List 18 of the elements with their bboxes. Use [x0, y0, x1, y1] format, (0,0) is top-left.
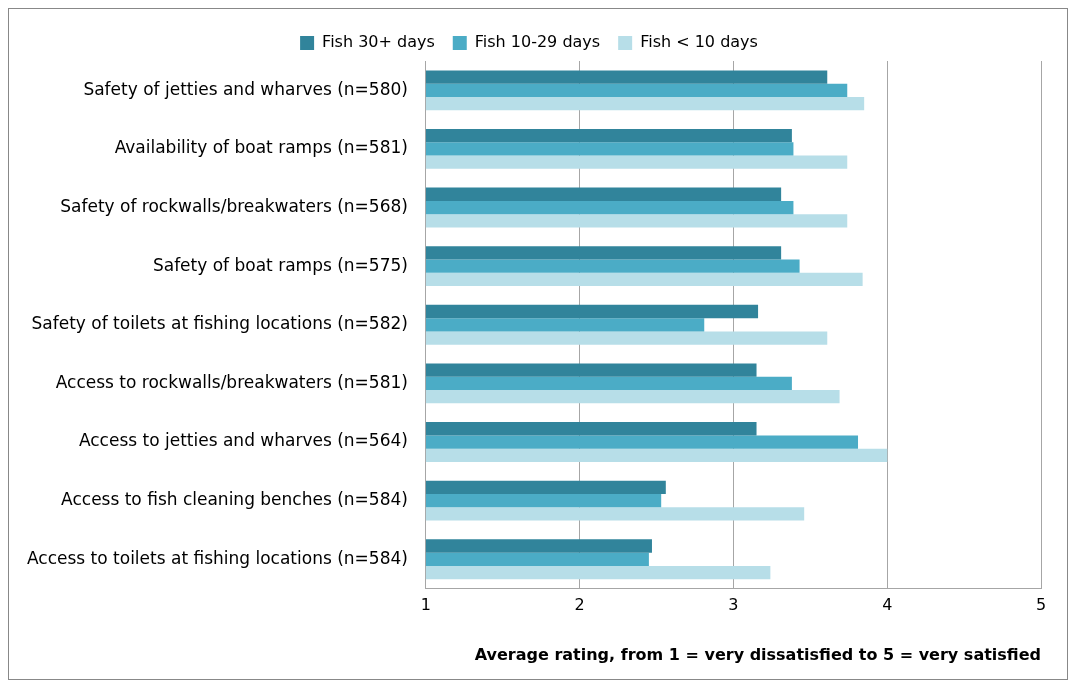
legend-label: Fish 10-29 days: [474, 32, 601, 52]
y-tick-label: Safety of boat ramps (n=575): [152, 254, 408, 275]
y-tick-label: Safety of rockwalls/breakwaters (n=568): [60, 195, 408, 216]
x-tick-label: 1: [420, 595, 432, 615]
y-tick-label: Safety of toilets at fishing locations (n=582): [31, 313, 408, 334]
y-tick-label: Access to toilets at fishing locations (n=584): [26, 547, 408, 568]
x-tick-label: 5: [1035, 595, 1047, 615]
y-tick-label: Access to jetties and wharves (n=564): [78, 430, 408, 451]
x-tick-label: 4: [882, 595, 893, 615]
legend-label: Fish < 10 days: [640, 32, 758, 52]
y-tick-label: Access to fish cleaning benches (n=584): [61, 489, 408, 510]
x-tick-label: 2: [574, 595, 585, 615]
y-tick-label: Access to rockwalls/breakwaters (n=581): [55, 371, 408, 392]
x-tick-label: 3: [728, 595, 739, 615]
y-tick-label: Safety of jetties and wharves (n=580): [83, 78, 408, 99]
y-tick-label: Availability of boat ramps (n=581): [114, 137, 408, 158]
x-axis-title: Average rating, from 1 = very dissatisfied to 5 = very satisfied: [474, 644, 1041, 664]
legend-label: Fish 30+ days: [322, 32, 435, 52]
